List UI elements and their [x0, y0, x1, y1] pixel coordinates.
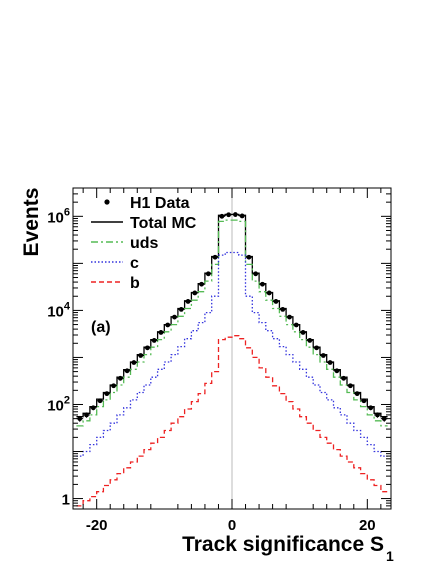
legend-label: Total MC — [130, 215, 197, 232]
data-point — [226, 212, 232, 218]
legend: H1 Data Total MC uds cb — [91, 195, 197, 292]
data-point — [124, 368, 130, 374]
data-point — [375, 412, 380, 418]
x-tick-label: 0 — [228, 517, 236, 534]
series-c-line — [76, 251, 388, 457]
data-point — [90, 405, 96, 411]
data-point — [320, 353, 326, 358]
data-point — [334, 368, 340, 374]
legend-entry-total-mc: Total MC — [91, 215, 197, 232]
legend-entry-b: b — [91, 275, 140, 292]
series-b-line — [76, 335, 388, 507]
plot-frame — [72, 187, 392, 510]
data-point — [111, 383, 116, 389]
data-point — [84, 412, 89, 418]
data-point — [117, 375, 123, 381]
legend-label: c — [130, 255, 139, 272]
data-point — [151, 338, 157, 343]
data-point — [158, 330, 164, 335]
data-point — [341, 375, 347, 381]
legend-marker — [104, 199, 110, 205]
data-point — [138, 353, 144, 358]
data-point — [381, 416, 387, 422]
data-point — [260, 281, 265, 287]
data-point — [287, 314, 292, 320]
data-point — [205, 271, 211, 277]
legend-label: b — [130, 275, 140, 292]
y-tick-label: 1 — [62, 492, 70, 509]
tick-layer: -20 0 20 1 102 104 106 — [47, 187, 391, 534]
data-point — [104, 391, 110, 397]
legend-entry-c: c — [91, 255, 139, 272]
series-uds-line — [76, 219, 388, 427]
panel-annotation: (a) — [91, 319, 111, 336]
data-point — [199, 281, 204, 287]
x-tick-label: -20 — [86, 517, 108, 534]
data-point — [354, 391, 360, 397]
data-point — [300, 330, 306, 335]
data-point — [293, 322, 299, 328]
x-axis-title-subscript: 1 — [386, 548, 394, 564]
data-point — [145, 345, 150, 351]
data-point — [131, 360, 137, 365]
legend-entry-uds: uds — [91, 235, 159, 252]
x-axis-title-main: Track significance S — [182, 533, 384, 556]
y-axis-title: Events — [20, 188, 43, 257]
data-point — [314, 345, 319, 351]
data-point — [192, 290, 198, 296]
legend-label: uds — [130, 235, 159, 252]
data-point — [361, 398, 367, 404]
x-tick-label: 20 — [359, 517, 376, 534]
data-point — [219, 213, 225, 219]
y-tick-label: 102 — [47, 394, 70, 414]
y-tick-label: 104 — [47, 300, 71, 320]
data-point — [280, 307, 286, 312]
data-point — [348, 383, 353, 389]
data-point — [232, 212, 238, 217]
data-point — [273, 299, 279, 304]
data-point — [77, 416, 83, 422]
data-point — [239, 213, 245, 219]
data-point — [165, 322, 171, 328]
data-point — [212, 254, 218, 260]
series-h1-data — [76, 212, 388, 422]
data-point — [307, 338, 313, 343]
data-point — [368, 405, 374, 411]
series-layer — [76, 212, 388, 507]
legend-label: H1 Data — [130, 195, 190, 212]
y-tick-label: 106 — [47, 206, 70, 226]
data-point — [246, 254, 252, 260]
data-point — [185, 299, 191, 304]
data-point — [172, 314, 177, 320]
legend-entry-h1-data: H1 Data — [104, 195, 190, 212]
data-point — [97, 398, 103, 404]
data-point — [266, 290, 272, 296]
data-point — [178, 307, 184, 312]
data-point — [327, 360, 333, 365]
data-point — [253, 271, 259, 277]
x-axis-title: Track significance S — [182, 533, 384, 556]
